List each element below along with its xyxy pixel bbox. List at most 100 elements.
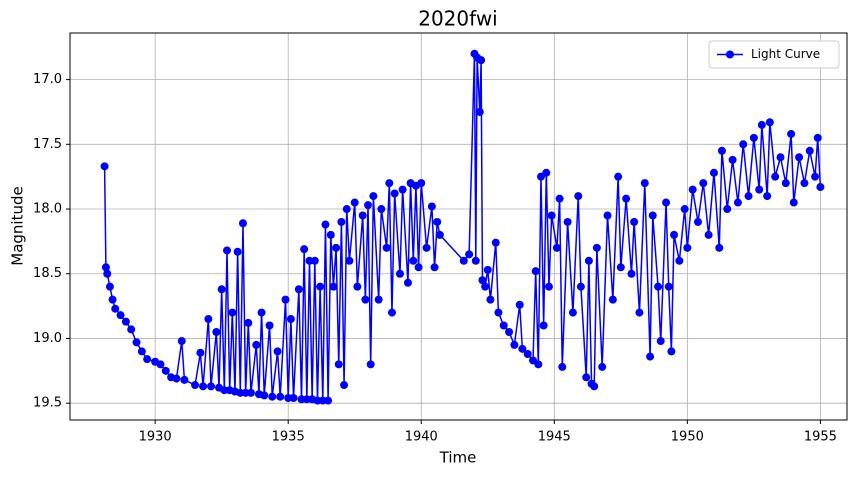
data-point [385,179,394,188]
data-point [542,168,551,177]
data-point [260,391,269,400]
data-point [789,198,798,207]
x-tick-label: 1955 [804,430,837,445]
data-point [616,263,625,272]
data-point [180,375,189,384]
data-point [816,183,825,192]
data-point [728,155,737,164]
data-point [281,295,290,304]
data-point [222,246,231,255]
data-point [332,243,341,252]
data-point [715,243,724,252]
data-point [486,295,495,304]
data-point [662,198,671,207]
data-point [523,349,532,358]
data-point [544,282,553,291]
data-point [316,282,325,291]
data-point [568,308,577,317]
data-point [326,230,335,239]
data-point [353,282,362,291]
data-point [111,304,120,313]
data-point [670,230,679,239]
data-point [382,243,391,252]
data-point [505,327,514,336]
data-point [471,256,480,265]
data-point [116,311,125,320]
data-point [100,162,109,171]
data-point [717,146,726,155]
data-point [395,269,404,278]
data-point [515,300,524,309]
data-point [103,269,112,278]
data-point [435,230,444,239]
data-point [704,230,713,239]
data-point [340,381,349,390]
data-point [800,179,809,188]
data-point [771,172,780,181]
data-point [614,172,623,181]
data-point [294,285,303,294]
data-point [390,189,399,198]
data-point [300,245,309,254]
data-point [592,243,601,252]
data-point [228,308,237,317]
data-point [427,202,436,211]
data-point [555,194,564,203]
data-point [693,217,702,226]
data-point [289,393,298,402]
data-point [268,392,277,401]
y-tick-label: 19.5 [33,396,62,411]
data-point [132,338,141,347]
data-point [576,282,585,291]
data-point [630,217,639,226]
data-point [321,220,330,229]
data-point [603,211,612,220]
data-point [238,219,247,228]
data-point [361,295,370,304]
data-point [121,317,130,326]
data-point [531,267,540,276]
legend-marker [726,50,734,59]
data-point [369,192,378,201]
x-tick-label: 1945 [538,430,571,445]
data-point [350,198,359,207]
data-point [414,263,423,272]
data-point [813,133,822,142]
data-point [108,295,117,304]
data-point [811,172,820,181]
data-point [582,373,591,382]
data-point [640,179,649,188]
y-tick-label: 17.5 [33,137,62,152]
data-point [590,382,599,391]
data-point [465,250,474,259]
data-point [598,362,607,371]
data-point [739,140,748,149]
data-point [563,217,572,226]
data-point [156,360,165,369]
legend-label: Light Curve [751,47,820,61]
data-point [635,308,644,317]
x-tick-label: 1950 [671,430,704,445]
data-point [345,256,354,265]
data-point [805,146,814,155]
data-point [286,315,295,324]
data-point [757,120,766,129]
legend-box [708,40,840,69]
data-point [518,344,527,353]
data-point [478,276,487,285]
data-point [212,327,221,336]
data-point [475,107,484,116]
data-point [709,168,718,177]
data-point [787,129,796,138]
data-point [744,192,753,201]
data-point [417,179,426,188]
data-point [664,282,673,291]
data-point [723,205,732,214]
data-point [477,56,486,65]
data-point [675,256,684,265]
data-point [127,325,136,334]
data-point [398,185,407,194]
data-point [499,321,508,330]
data-point [539,321,548,330]
